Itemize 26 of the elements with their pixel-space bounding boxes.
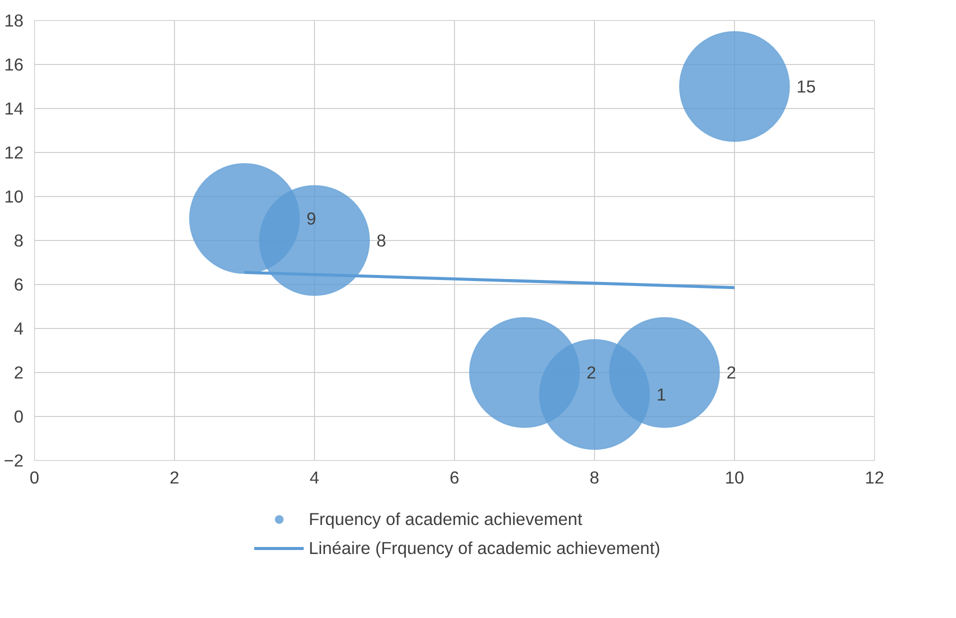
x-tick-label: 2 <box>170 468 180 488</box>
y-tick-label: 10 <box>4 186 24 206</box>
data-label: 2 <box>586 362 596 382</box>
x-tick-label: 4 <box>310 468 320 488</box>
legend-label: Linéaire (Frquency of academic achievement) <box>308 538 660 558</box>
y-tick-label: 12 <box>4 142 24 162</box>
x-tick-label: 10 <box>724 468 744 488</box>
y-tick-label: 6 <box>14 274 24 294</box>
y-tick-label: 0 <box>14 406 24 426</box>
data-label: 8 <box>376 230 386 250</box>
y-tick-label: 8 <box>14 230 24 250</box>
y-tick-label: 14 <box>4 98 24 118</box>
y-tick-label: 4 <box>14 318 24 338</box>
y-tick-label: 18 <box>4 10 24 30</box>
x-tick-label: 8 <box>590 468 600 488</box>
data-label: 1 <box>656 384 666 404</box>
x-tick-label: 0 <box>30 468 40 488</box>
legend-label: Frquency of academic achievement <box>308 508 582 530</box>
x-tick-label: 6 <box>450 468 460 488</box>
data-label: 15 <box>796 76 816 96</box>
y-tick-label: 2 <box>14 362 24 382</box>
y-tick-label: 16 <box>4 54 24 74</box>
data-label: 9 <box>306 208 316 228</box>
x-tick-label: 12 <box>864 468 884 488</box>
y-tick-label: −2 <box>4 450 24 470</box>
data-label: 2 <box>726 362 736 382</box>
